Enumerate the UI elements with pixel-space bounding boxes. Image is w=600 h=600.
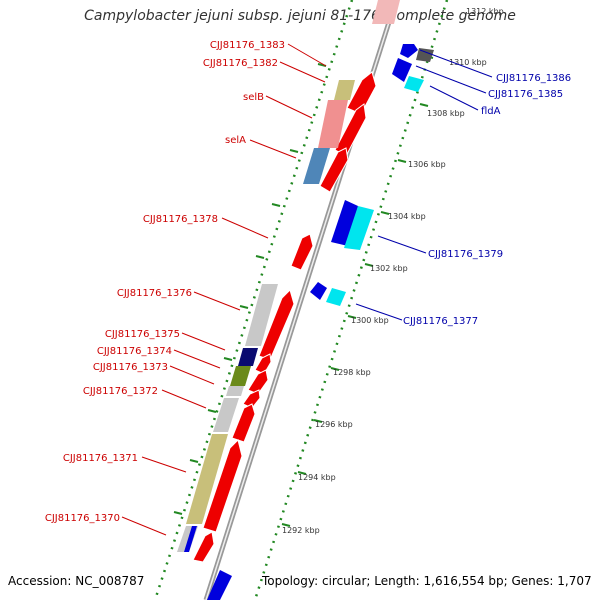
tick-label: 1304 kbp <box>388 212 426 221</box>
feature-boxes <box>177 80 355 552</box>
right-labels: CJJ81176_1386 CJJ81176_1385 fldA CJJ8117… <box>403 73 571 327</box>
gene-arrow <box>400 44 418 58</box>
gene-label: CJJ81176_1370 <box>45 513 120 524</box>
gene-arrow <box>344 206 374 250</box>
gene-label: selB <box>243 92 264 103</box>
tick-label: 1310 kbp <box>449 58 487 67</box>
tick-label: 1306 kbp <box>408 160 446 169</box>
gene-label: CJJ81176_1379 <box>428 249 503 260</box>
gene-label: CJJ81176_1371 <box>63 453 138 464</box>
gene-arrow <box>392 58 412 82</box>
gene-label: CJJ81176_1382 <box>203 58 278 69</box>
tick-label: 1296 kbp <box>315 420 353 429</box>
gene-label: CJJ81176_1386 <box>496 73 571 84</box>
accession-text: Accession: NC_008787 <box>8 574 145 588</box>
left-leader-lines <box>121 43 327 536</box>
map-title: Campylobacter jejuni subsp. jejuni 81-17… <box>84 8 516 24</box>
gene-top-faint <box>372 0 400 24</box>
gene-arrow <box>326 288 346 306</box>
gene-label: CJJ81176_1377 <box>403 316 478 327</box>
gene-arrow <box>202 439 243 533</box>
feature-box <box>186 434 228 524</box>
tick-label: 1300 kbp <box>351 316 389 325</box>
left-guide-line <box>153 0 354 600</box>
tick-label: 1308 kbp <box>427 109 465 118</box>
gene-arrow <box>290 233 314 271</box>
left-track-ticks <box>173 63 327 515</box>
gene-arrow <box>310 282 327 300</box>
feature-box <box>318 100 348 148</box>
gene-arrow <box>192 531 215 563</box>
gene-arrow <box>231 403 256 443</box>
feature-box <box>226 386 244 396</box>
gene-label: CJJ81176_1372 <box>83 386 158 397</box>
gene-arrow <box>416 48 434 62</box>
tick-labels: 1312 kbp 1310 kbp 1308 kbp 1306 kbp 1304… <box>282 7 504 535</box>
feature-box <box>245 284 278 346</box>
gene-arrow <box>207 570 232 600</box>
tick-label: 1292 kbp <box>282 526 320 535</box>
forward-genes <box>192 71 377 563</box>
topology-text: Topology: circular; Length: 1,616,554 bp… <box>262 574 592 588</box>
feature-box <box>303 148 330 184</box>
feature-box <box>213 398 239 432</box>
feature-box <box>184 526 197 552</box>
gene-label: CJJ81176_1375 <box>105 329 180 340</box>
gene-arrow <box>404 76 424 92</box>
feature-box <box>230 366 251 386</box>
right-guide-line <box>253 0 449 600</box>
gene-label: CJJ81176_1378 <box>143 214 218 225</box>
gene-label: selA <box>225 135 246 146</box>
right-leader-lines <box>355 49 493 321</box>
reverse-genes <box>207 44 434 600</box>
feature-box <box>238 348 258 366</box>
gene-label: CJJ81176_1373 <box>93 362 168 373</box>
tick-label: 1294 kbp <box>298 473 336 482</box>
gene-arrow <box>331 200 358 246</box>
tick-label: 1312 kbp <box>466 7 504 16</box>
gene-arrow <box>319 147 349 193</box>
tick-label: 1302 kbp <box>370 264 408 273</box>
gene-label: fldA <box>481 106 501 117</box>
left-labels: CJJ81176_1383 CJJ81176_1382 selB selA CJ… <box>45 40 285 524</box>
gene-label: CJJ81176_1383 <box>210 40 285 51</box>
gene-label: CJJ81176_1385 <box>488 89 563 100</box>
tick-label: 1298 kbp <box>333 368 371 377</box>
gene-label: CJJ81176_1374 <box>97 346 172 357</box>
gene-label: CJJ81176_1376 <box>117 288 192 299</box>
feature-box <box>334 80 355 100</box>
